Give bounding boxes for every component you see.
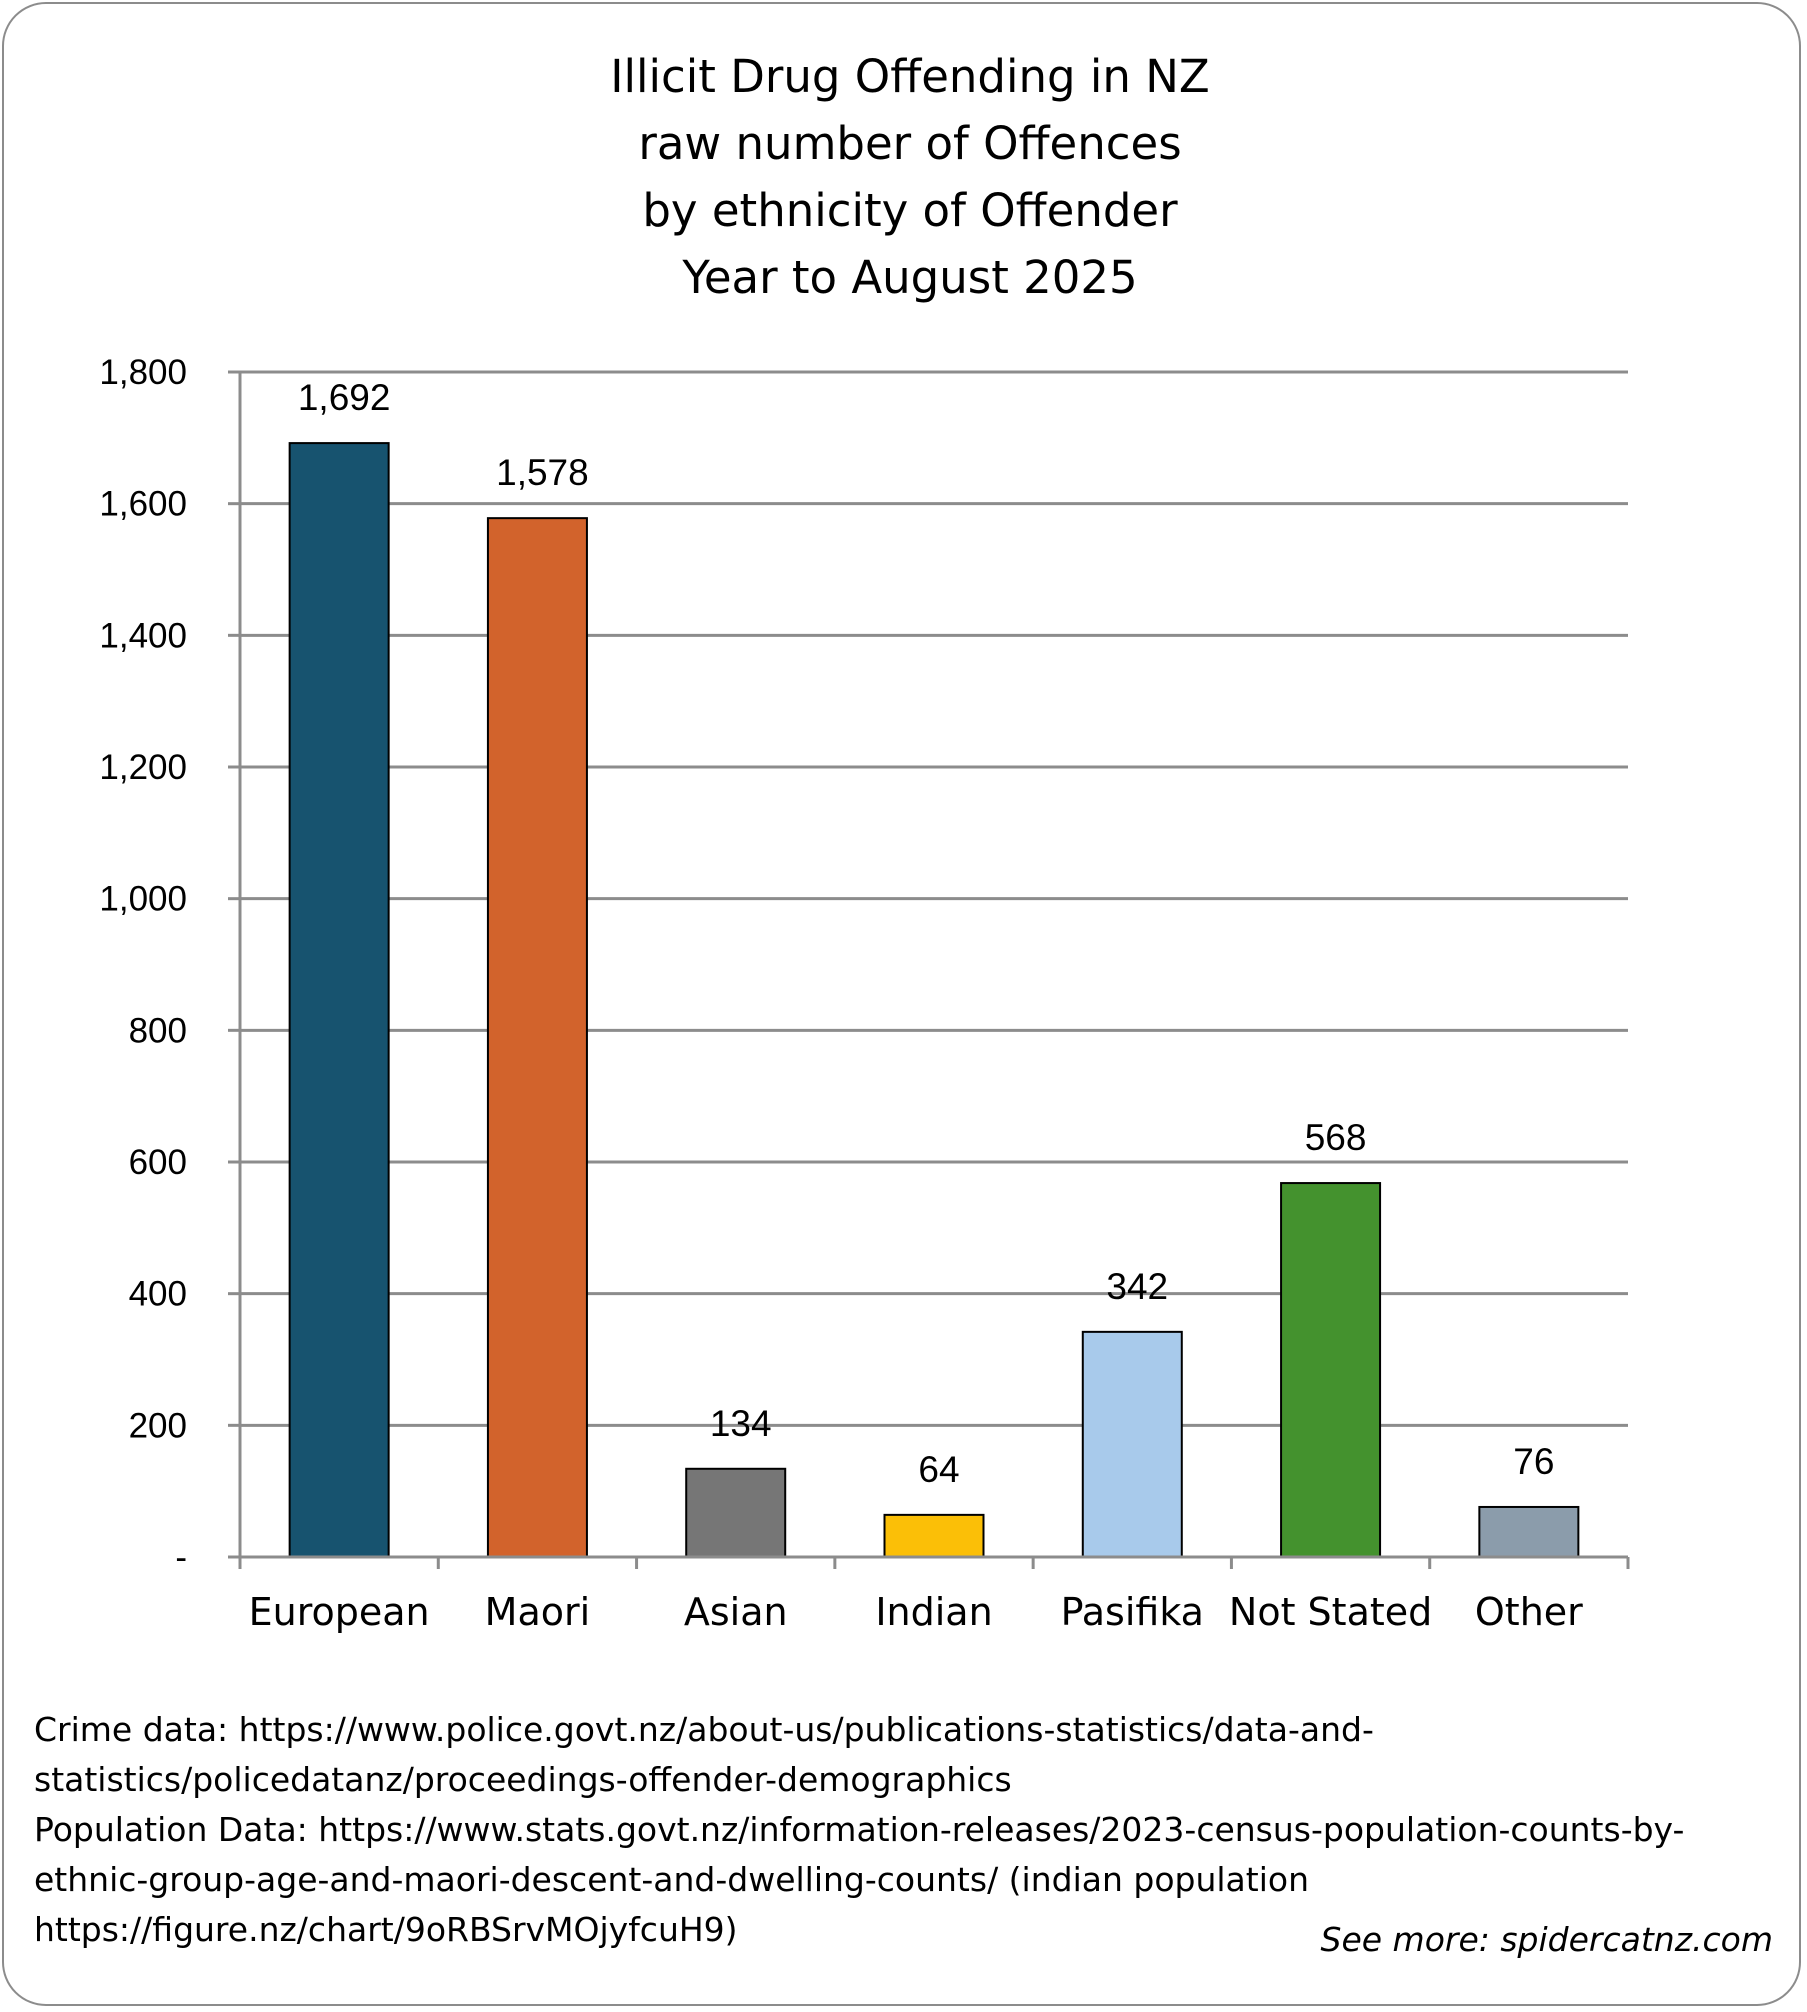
x-category-label: Maori [485,1590,591,1634]
source-line: Crime data: https://www.police.govt.nz/a… [34,1710,1374,1749]
data-label: 568 [1305,1117,1367,1158]
bar-pasifika [1081,1330,1183,1558]
source-line: Population Data: https://www.stats.govt.… [34,1810,1685,1849]
source-line: statistics/policedatanz/proceedings-offe… [34,1760,1012,1799]
title-line: by ethnicity of Offender [642,184,1178,237]
y-tick-label: 400 [129,1275,187,1314]
y-tick-label: 200 [129,1406,187,1445]
data-label: 64 [918,1449,959,1490]
bar-not-stated [1280,1182,1382,1558]
x-category-label: European [249,1590,430,1634]
x-category-labels: European Maori Asian Indian Pasifika Not Stat… [249,1590,1584,1634]
axes [228,370,1630,1569]
bar-other [1478,1505,1580,1559]
x-category-label: Pasifika [1061,1590,1204,1634]
y-tick-label: 1,000 [99,880,187,919]
bar-indian [883,1513,985,1559]
see-more-credit: See more: spidercatnz.com [1320,1920,1774,1959]
bar-european [288,442,390,1559]
x-category-label: Indian [875,1590,992,1634]
data-label: 134 [710,1403,772,1444]
x-category-label: Other [1475,1590,1583,1634]
title-line: Year to August 2025 [681,251,1137,304]
data-labels: 1,692 1,578 134 64 342 568 76 [298,377,1555,1490]
y-tick-label: 1,400 [99,616,187,655]
title-line: raw number of Offences [638,117,1181,170]
data-label: 342 [1106,1266,1168,1307]
y-tick-label: 1,200 [99,748,187,787]
source-line: https://figure.nz/chart/9oRBSrvMOjyfcuH9… [34,1910,738,1949]
x-category-label: Not Stated [1229,1590,1432,1634]
data-label: 1,692 [298,377,391,418]
y-tick-label: 800 [129,1011,187,1050]
data-label: 1,578 [496,452,589,493]
bars [288,442,1580,1559]
source-notes: Crime data: https://www.police.govt.nz/a… [34,1705,1774,1955]
source-line: ethnic-group-age-and-maori-descent-and-d… [34,1860,1309,1899]
chart-title: Illicit Drug Offending in NZ raw number o… [610,50,1209,304]
gridlines [240,370,1628,1427]
data-label: 76 [1513,1441,1554,1482]
y-tick-label: 1,800 [99,353,187,392]
bar-asian [685,1467,787,1558]
x-category-label: Asian [684,1590,788,1634]
title-line: Illicit Drug Offending in NZ [610,50,1209,103]
y-tick-label: 1,600 [99,485,187,524]
bar-maori [486,517,588,1558]
y-tick-label: - [175,1538,187,1577]
y-tick-labels: - 200 400 600 800 1,000 1,200 1,400 1,600 1,800 [99,353,187,1577]
y-tick-label: 600 [129,1143,187,1182]
